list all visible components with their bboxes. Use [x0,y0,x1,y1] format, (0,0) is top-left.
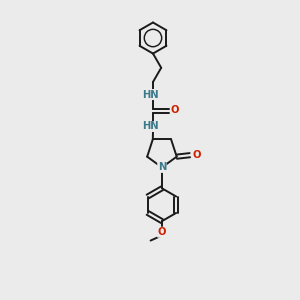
Text: O: O [192,150,201,160]
Text: HN: HN [142,89,159,100]
Text: O: O [158,227,166,237]
Text: HN: HN [142,122,159,131]
Text: N: N [158,162,166,172]
Text: O: O [171,105,179,116]
